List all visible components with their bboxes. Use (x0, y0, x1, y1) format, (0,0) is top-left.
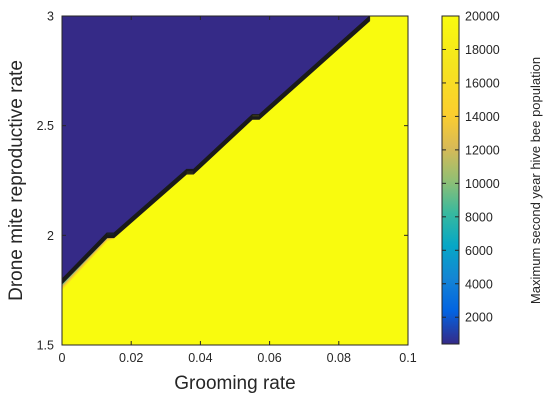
x-tick-label: 0.08 (327, 351, 351, 365)
y-tick-label: 1.5 (37, 339, 54, 353)
x-axis-title: Grooming rate (174, 373, 295, 394)
contour-line (62, 19, 371, 285)
colorbar-tick-label: 10000 (465, 177, 500, 191)
x-tick-label: 0.06 (257, 351, 281, 365)
x-tick-label: 0.02 (119, 351, 143, 365)
contour-line (62, 17, 371, 282)
plot-frame (61, 15, 409, 346)
colorbar-tick-label: 16000 (465, 76, 500, 90)
x-tick-label: 0 (59, 351, 66, 365)
colorbar-tick-label: 18000 (465, 43, 500, 57)
colorbar-tick-label: 12000 (465, 143, 500, 157)
y-tick-label: 2.5 (37, 119, 54, 133)
colorbar-scale (441, 15, 460, 345)
y-tick-label: 2 (47, 229, 54, 243)
colorbar-tick-label: 2000 (465, 311, 493, 325)
colorbar-tick-label: 8000 (465, 210, 493, 224)
colorbar-tick-label: 6000 (465, 244, 493, 258)
x-tick-label: 0.1 (399, 351, 416, 365)
contour-line (62, 18, 371, 283)
contour-line (62, 16, 371, 281)
y-axis: 1.5 2 2.5 3 (37, 10, 408, 353)
colorbar: 2000 4000 6000 8000 10000 12000 14000 16000 1800… (441, 10, 500, 345)
x-tick-label: 0.04 (188, 351, 212, 365)
colorbar-tick-label: 4000 (465, 277, 493, 291)
colorbar-tick-label: 20000 (465, 10, 500, 24)
contour-lines (62, 16, 371, 285)
y-axis-title: Drone mite reproductive rate (6, 60, 27, 301)
plot-area (61, 15, 409, 346)
y-tick-label: 3 (47, 10, 54, 24)
x-axis: 0 0.02 0.04 0.06 0.08 0.1 (59, 16, 417, 365)
region-low (62, 16, 370, 280)
colorbar-tick-label: 14000 (465, 110, 500, 124)
colorbar-title: Maximum second year hive bee population (528, 57, 543, 304)
contour-line (62, 16, 371, 280)
